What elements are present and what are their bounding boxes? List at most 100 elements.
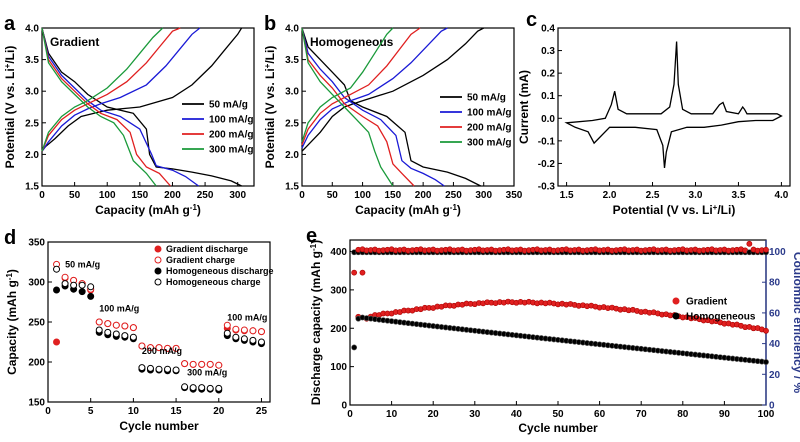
capacity-point-gradient — [351, 269, 358, 276]
legend-label: Homogeneous — [686, 312, 756, 323]
x-tick-label: 3.5 — [731, 190, 745, 201]
x-axis-title-main: Capacity (mAh g — [355, 203, 450, 217]
y2-tick-label: 80 — [769, 278, 781, 289]
y-axis-title-main: Potential (V vs. Li — [3, 68, 17, 168]
x-tick-label: 70 — [636, 409, 648, 420]
data-point — [112, 330, 120, 338]
rate-label: 100 mA/g — [99, 304, 139, 314]
panel-letter: c — [526, 9, 537, 31]
data-point — [249, 336, 257, 344]
charge-curve — [41, 27, 181, 152]
y-axis-title: Current (mA) — [517, 70, 531, 144]
y-tick-label: 150 — [28, 398, 45, 409]
y2-tick-label: 20 — [769, 370, 781, 381]
y-axis-title: Potential (V vs. Li+/Li) — [263, 46, 278, 169]
data-point — [53, 338, 61, 346]
y-tick-label: 1.5 — [25, 182, 39, 193]
data-point — [164, 365, 172, 373]
y-axis-title-main: Potential (V vs. Li — [263, 68, 277, 168]
y-tick-label: 0.1 — [541, 91, 555, 102]
data-point — [146, 364, 154, 372]
y-axis-title-sup: + — [263, 63, 272, 68]
data-point — [121, 332, 129, 340]
charge-curve — [301, 27, 394, 142]
y-axis-title-main: Discharge capacity (mAh g — [309, 251, 323, 405]
y-axis-title: Potential (V vs. Li+/Li) — [3, 46, 18, 169]
legend-label: Homogeneous charge — [166, 277, 261, 287]
x-axis-title-sup: + — [713, 203, 718, 212]
x-axis-title: Potential (V vs. Li+/Li) — [613, 203, 736, 218]
x-tick-label: 0 — [347, 409, 353, 420]
x-tick-label: 5 — [88, 406, 94, 417]
panel-b-homogeneous-voltage-profile: 0 50 100 150 200 250 300 350 1.5 2.0 2.5 3.0 3.5 4.0 b… — [263, 13, 523, 217]
y-tick-label: 350 — [28, 238, 45, 249]
x-axis-title: Cycle number — [119, 419, 199, 433]
data-point — [257, 338, 265, 346]
charge-curve — [301, 27, 421, 146]
rate-label: 300 mA/g — [187, 368, 227, 378]
data-point — [155, 344, 163, 352]
y-tick-label: -0.3 — [538, 182, 556, 193]
data-point — [78, 288, 86, 296]
data-point — [164, 344, 172, 352]
rate-label: 50 mA/g — [65, 260, 100, 270]
y2-tick-label: 40 — [769, 339, 781, 350]
discharge-curve — [41, 27, 157, 187]
legend-label: 50 mA/g — [209, 100, 248, 111]
x-axis-title: Cycle number — [518, 421, 598, 435]
x-tick-label: 150 — [132, 190, 149, 201]
discharge-curve — [41, 27, 242, 187]
discharge-curve — [301, 27, 481, 187]
x-tick-label: 100 — [758, 409, 775, 420]
y-tick-label: 2.0 — [285, 150, 299, 161]
data-point — [138, 364, 146, 372]
data-point — [104, 328, 112, 336]
data-point — [87, 283, 95, 291]
plot-frame — [41, 27, 255, 187]
capacity-point-homogeneous — [351, 344, 358, 351]
legend-label: 50 mA/g — [467, 93, 506, 104]
y-axis-title-sup: + — [3, 63, 12, 68]
legend-label: 100 mA/g — [209, 115, 253, 126]
data-point — [70, 281, 78, 289]
discharge-curve — [41, 27, 199, 187]
data-point — [53, 265, 61, 273]
data-point — [240, 326, 248, 334]
data-point — [257, 328, 265, 336]
y2-axis-title: Coulombic efficiency / % — [791, 252, 800, 394]
y-tick-label: 3.0 — [25, 87, 39, 98]
legend-marker — [154, 256, 162, 264]
y-tick-label: 0.0 — [541, 114, 555, 125]
y-tick-label: 3.5 — [25, 55, 39, 66]
data-point — [198, 384, 206, 392]
data-point — [172, 344, 180, 352]
y-tick-label: 200 — [330, 324, 347, 335]
x-tick-label: 350 — [506, 190, 523, 201]
y-tick-label: 4.0 — [25, 24, 39, 35]
legend-marker — [154, 245, 162, 253]
discharge-curve — [301, 27, 445, 187]
data-point — [198, 360, 206, 368]
y-tick-label: 4.0 — [285, 24, 299, 35]
y2-tick-label: 60 — [769, 308, 781, 319]
x-tick-label: 25 — [256, 406, 268, 417]
legend-label: 300 mA/g — [467, 138, 511, 149]
x-tick-label: 250 — [197, 190, 214, 201]
x-tick-label: 150 — [385, 190, 402, 201]
data-point — [172, 366, 180, 374]
data-point — [138, 342, 146, 350]
y-axis-title-tail: ) — [309, 240, 323, 244]
x-tick-label: 4.0 — [774, 190, 788, 201]
data-point — [129, 333, 137, 341]
y-tick-label: 2.5 — [285, 118, 299, 129]
panel-annotation: Gradient — [50, 35, 99, 49]
x-tick-label: 10 — [128, 406, 140, 417]
panel-a-gradient-voltage-profile: 0 50 100 150 200 250 300 1.5 2.0 2.5 3.0 3.5 4.0 a Gra… — [3, 13, 255, 217]
x-tick-label: 50 — [327, 190, 339, 201]
data-point — [232, 325, 240, 333]
y2-tick-label: 0 — [769, 401, 775, 412]
y-axis-title-main: Capacity (mAh g — [5, 280, 19, 375]
data-point — [112, 321, 120, 329]
y-tick-label: 3.0 — [285, 87, 299, 98]
